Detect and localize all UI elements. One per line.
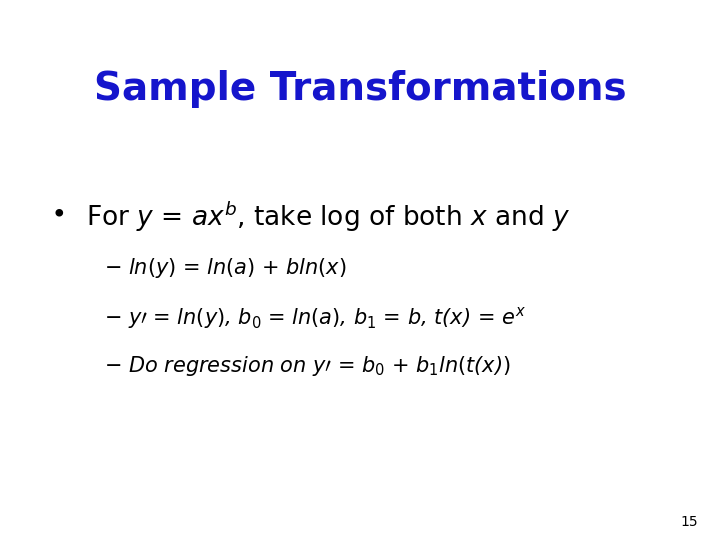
Text: $-$ $y\prime$ = $ln(y)$, $b_0$ = $ln(a)$, $b_1$ = $b$, t($x$) = $e^x$: $-$ $y\prime$ = $ln(y)$, $b_0$ = $ln(a)$… bbox=[104, 305, 526, 331]
Text: 15: 15 bbox=[681, 515, 698, 529]
Text: $-$ Do regression on $y\prime$ = $b_0$ + $b_1$$ln($t($x$)$)$: $-$ Do regression on $y\prime$ = $b_0$ +… bbox=[104, 354, 511, 377]
Text: Sample Transformations: Sample Transformations bbox=[94, 70, 626, 108]
Text: $\bullet$: $\bullet$ bbox=[50, 200, 65, 226]
Text: For $y$ = $ax^b$, take log of both $x$ and $y$: For $y$ = $ax^b$, take log of both $x$ a… bbox=[86, 200, 571, 234]
Text: $-$ $ln(y)$ = $ln(a)$ + $bln(x)$: $-$ $ln(y)$ = $ln(a)$ + $bln(x)$ bbox=[104, 256, 347, 280]
